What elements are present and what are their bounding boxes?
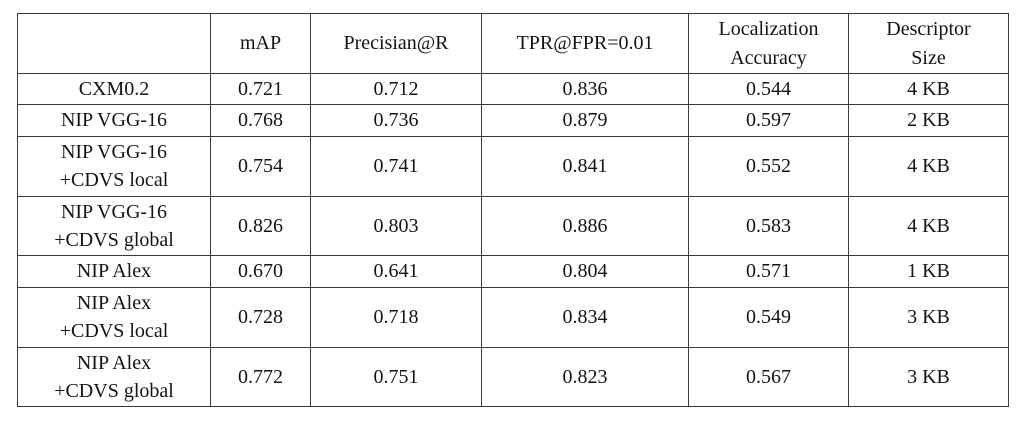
data-cell: 2 KB (848, 104, 1009, 137)
data-cell: 0.804 (481, 255, 689, 288)
row-label: CXM0.2 (17, 72, 211, 106)
data-cell: 0.741 (310, 135, 482, 197)
data-cell: 0.841 (481, 135, 689, 197)
data-cell: 4 KB (848, 135, 1009, 197)
table-header: mAP Precisian@R TPR@FPR=0.01 Localization A… (17, 13, 1009, 74)
header-cell: Precisian@R (310, 13, 482, 74)
data-cell: 0.670 (210, 255, 311, 288)
data-cell: 0.886 (481, 195, 689, 257)
header-cell: Descriptor Size (848, 13, 1009, 74)
row-label: NIP VGG-16 +CDVS local (17, 135, 211, 197)
table-row: NIP Alex +CDVS global 0.772 0.751 0.823 0.56… (17, 346, 1009, 408)
header-cell: TPR@FPR=0.01 (481, 13, 689, 74)
table-row: CXM0.2 0.721 0.712 0.836 0.544 4 KB (17, 72, 1009, 106)
data-cell: 0.567 (688, 346, 849, 408)
row-label: NIP VGG-16 (17, 104, 211, 137)
row-label: NIP Alex +CDVS local (17, 286, 211, 348)
data-cell: 0.736 (310, 104, 482, 137)
table-row: NIP Alex +CDVS local 0.728 0.718 0.834 0.549… (17, 286, 1009, 348)
data-cell: 0.772 (210, 346, 311, 408)
data-cell: 0.721 (210, 72, 311, 106)
data-cell: 3 KB (848, 286, 1009, 348)
header-cell: Localization Accuracy (688, 13, 849, 74)
data-cell: 0.544 (688, 72, 849, 106)
header-cell: mAP (210, 13, 311, 74)
data-cell: 4 KB (848, 72, 1009, 106)
data-cell: 0.768 (210, 104, 311, 137)
data-cell: 0.826 (210, 195, 311, 257)
row-label: NIP Alex (17, 255, 211, 288)
data-cell: 0.597 (688, 104, 849, 137)
data-cell: 0.728 (210, 286, 311, 348)
table-row: NIP VGG-16 0.768 0.736 0.879 0.597 2 KB (17, 104, 1009, 137)
data-cell: 0.583 (688, 195, 849, 257)
data-cell: 1 KB (848, 255, 1009, 288)
data-cell: 4 KB (848, 195, 1009, 257)
data-cell: 0.552 (688, 135, 849, 197)
header-row: mAP Precisian@R TPR@FPR=0.01 Localization A… (17, 13, 1009, 74)
table-row: NIP Alex 0.670 0.641 0.804 0.571 1 KB (17, 255, 1009, 288)
row-label: NIP Alex +CDVS global (17, 346, 211, 408)
data-cell: 0.803 (310, 195, 482, 257)
results-table-container: mAP Precisian@R TPR@FPR=0.01 Localization A… (17, 13, 1009, 408)
data-cell: 0.641 (310, 255, 482, 288)
table-row: NIP VGG-16 +CDVS local 0.754 0.741 0.841 0.5… (17, 135, 1009, 197)
data-cell: 0.836 (481, 72, 689, 106)
data-cell: 0.834 (481, 286, 689, 348)
data-cell: 0.754 (210, 135, 311, 197)
data-cell: 0.823 (481, 346, 689, 408)
table-body: CXM0.2 0.721 0.712 0.836 0.544 4 KB NIP VGG-16… (17, 72, 1009, 408)
header-cell-empty (17, 13, 211, 74)
row-label: NIP VGG-16 +CDVS global (17, 195, 211, 257)
data-cell: 0.712 (310, 72, 482, 106)
results-table: mAP Precisian@R TPR@FPR=0.01 Localization A… (17, 13, 1009, 408)
data-cell: 0.549 (688, 286, 849, 348)
data-cell: 0.879 (481, 104, 689, 137)
table-row: NIP VGG-16 +CDVS global 0.826 0.803 0.886 0.… (17, 195, 1009, 257)
data-cell: 0.571 (688, 255, 849, 288)
data-cell: 3 KB (848, 346, 1009, 408)
data-cell: 0.718 (310, 286, 482, 348)
data-cell: 0.751 (310, 346, 482, 408)
